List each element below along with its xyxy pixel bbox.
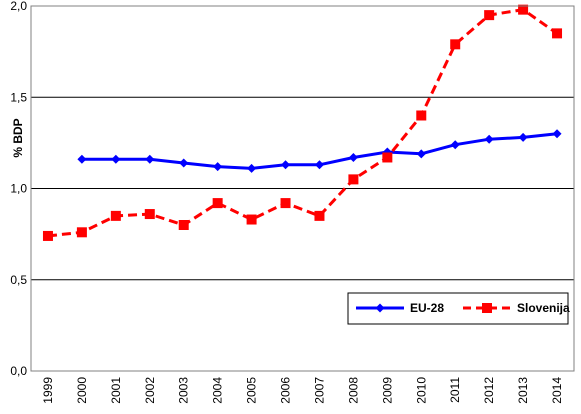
plot-border: [30, 5, 575, 372]
data-point-diamond: [552, 129, 562, 139]
legend-marker-eu28: [375, 303, 385, 313]
data-point-square: [42, 230, 53, 241]
data-point-square: [382, 152, 393, 163]
data-point-square: [348, 174, 359, 185]
data-point-diamond: [518, 132, 528, 142]
data-point-diamond: [179, 158, 189, 168]
x-tick-label: 2000: [75, 377, 89, 404]
data-point-diamond: [281, 160, 291, 170]
data-point-square: [484, 10, 495, 21]
legend: EU-28 Slovenija: [347, 292, 570, 325]
data-point-square: [280, 198, 291, 209]
legend-marker-slovenija: [482, 303, 492, 313]
data-point-diamond: [314, 160, 324, 170]
x-tick-label: 2008: [346, 377, 360, 404]
series-line-slovenija: [47, 8, 558, 238]
y-tick-label: 0,0: [10, 364, 27, 378]
data-point-diamond: [111, 154, 121, 164]
x-tick-label: 2013: [516, 377, 530, 404]
x-tick-label: 2001: [109, 377, 123, 404]
data-point-square: [416, 110, 427, 121]
data-point-square: [144, 209, 155, 220]
y-tick-label: 1,0: [10, 182, 27, 196]
x-tick-labels: 1999 2000 2001 2002 2003 2004 2005 2006 2007 2008…: [41, 377, 564, 404]
data-point-diamond: [77, 154, 87, 164]
data-point-square: [552, 28, 563, 39]
x-tick-label: 2006: [279, 377, 293, 404]
data-point-square: [246, 214, 257, 225]
y-tick-label: 2,0: [10, 0, 27, 13]
data-point-square: [518, 4, 529, 15]
data-point-square: [110, 210, 121, 221]
data-point-square: [178, 220, 189, 230]
x-tick-label: 2009: [380, 377, 394, 404]
x-tick-label: 2003: [177, 377, 191, 404]
x-tick-label: 2011: [448, 377, 462, 403]
data-point-diamond: [145, 154, 155, 164]
x-tick-label: 2002: [143, 377, 157, 404]
gridlines: [31, 96, 574, 281]
data-point-diamond: [416, 149, 426, 159]
x-tick-label: 2007: [312, 377, 326, 404]
y-tick-labels: 0,0 0,5 1,0 1,5 2,0: [10, 0, 27, 378]
data-point-square: [76, 227, 87, 238]
x-tick-label: 2010: [414, 377, 428, 404]
y-axis-title: % BDP: [11, 118, 25, 157]
data-point-diamond: [247, 163, 257, 173]
data-point-diamond: [450, 140, 460, 150]
x-tick-label: 2014: [550, 377, 564, 404]
data-point-diamond: [213, 162, 223, 172]
data-point-square: [212, 198, 223, 209]
data-point-square: [450, 39, 461, 50]
x-tick-label: 2012: [482, 377, 496, 404]
legend-label-eu28: EU-28: [410, 301, 444, 315]
data-point-diamond: [348, 152, 358, 162]
series-layer: [42, 4, 563, 241]
data-point-square: [314, 210, 325, 221]
x-tick-label: 2005: [245, 377, 259, 404]
data-point-diamond: [484, 134, 494, 144]
y-tick-label: 1,5: [10, 90, 27, 104]
x-tick-label: 1999: [41, 377, 55, 404]
y-tick-label: 0,5: [10, 273, 27, 287]
legend-label-slovenija: Slovenija: [517, 301, 570, 315]
x-tick-label: 2004: [211, 377, 225, 404]
